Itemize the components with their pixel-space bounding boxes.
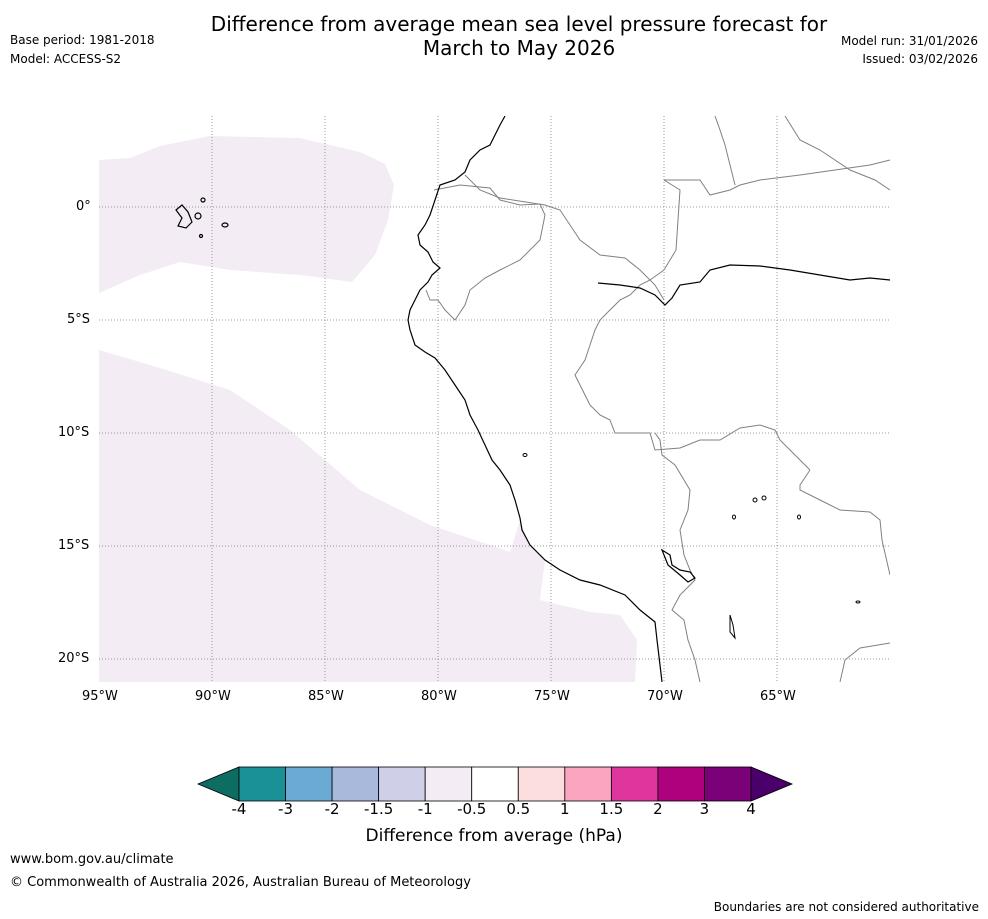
border-bolivia-brazil bbox=[799, 469, 890, 576]
border-colombia-ecuador bbox=[425, 184, 546, 321]
lake-4 bbox=[732, 514, 736, 520]
island-isabela bbox=[175, 204, 193, 229]
colorbar-segment bbox=[471, 766, 519, 802]
lon-tick-65w: 65°W bbox=[760, 689, 796, 704]
graticule bbox=[99, 116, 890, 682]
model-name: Model: ACCESS-S2 bbox=[10, 52, 122, 66]
disclaimer: Boundaries are not considered authoritat… bbox=[713, 900, 979, 914]
chart-title: Difference from average mean sea level p… bbox=[0, 12, 988, 60]
title-line-2: March to May 2026 bbox=[422, 36, 616, 60]
colorbar-tick-label: -1 bbox=[417, 800, 433, 818]
colorbar-segment bbox=[238, 766, 286, 802]
lake-3 bbox=[761, 495, 767, 501]
island-floreana bbox=[198, 233, 204, 239]
lon-tick-80w: 80°W bbox=[421, 689, 457, 704]
map-frame bbox=[99, 116, 890, 682]
colorbar-tick-label: -3 bbox=[278, 800, 294, 818]
colorbar-tick-label: -1.5 bbox=[363, 800, 394, 818]
colorbar-segment bbox=[564, 766, 612, 802]
colorbar-segment bbox=[610, 766, 659, 802]
colorbar-extend-high bbox=[750, 766, 794, 802]
lon-tick-85w: 85°W bbox=[308, 689, 344, 704]
lat-tick-0: 0° bbox=[76, 199, 91, 214]
lat-tick-20s: 20°S bbox=[58, 651, 90, 666]
colorbar-segment bbox=[424, 766, 473, 802]
colorbar-title: Difference from average (hPa) bbox=[365, 826, 623, 846]
lake-2 bbox=[752, 497, 758, 503]
coastline-lake-titicaca bbox=[660, 548, 696, 583]
model-run: Model run: 31/01/2026 bbox=[840, 34, 978, 48]
colorbar-segment bbox=[657, 766, 705, 802]
border-south bbox=[839, 642, 890, 682]
island-santiago bbox=[200, 197, 206, 203]
border-peru-brazil bbox=[654, 432, 701, 682]
base-period: Base period: 1981-2018 bbox=[10, 33, 155, 47]
colorbar-tick-label: -2 bbox=[324, 800, 340, 818]
colorbar-tick-label: 0.5 bbox=[506, 800, 531, 818]
island-san-cristobal bbox=[221, 222, 229, 228]
lon-tick-90w: 90°W bbox=[195, 689, 231, 704]
lake-6 bbox=[729, 614, 736, 640]
country-borders bbox=[425, 116, 890, 682]
colorbar-tick-label: 1 bbox=[560, 800, 570, 818]
lat-tick-10s: 10°S bbox=[58, 425, 90, 440]
colorbar-segment bbox=[517, 766, 566, 802]
website-link[interactable]: www.bom.gov.au/climate bbox=[10, 852, 174, 867]
lake-5 bbox=[797, 514, 801, 520]
lake-7 bbox=[855, 600, 861, 604]
lake-1 bbox=[522, 453, 528, 457]
border-colombia-venezuela bbox=[464, 174, 665, 301]
colorbar-segment bbox=[285, 766, 333, 802]
colorbar-extend-low bbox=[196, 766, 240, 802]
border-north-east bbox=[714, 116, 890, 191]
border-colombia-brazil bbox=[574, 159, 890, 471]
colorbar-segment bbox=[331, 766, 380, 802]
issued-date: Issued: 03/02/2026 bbox=[862, 52, 978, 66]
anomaly-region-north bbox=[99, 136, 394, 293]
colorbar-tick-label: 4 bbox=[746, 800, 756, 818]
coastline-pacific bbox=[407, 116, 663, 682]
colorbar-tick-label: -4 bbox=[231, 800, 247, 818]
coastlines bbox=[407, 116, 890, 682]
galapagos-islands bbox=[175, 197, 229, 239]
colorbar bbox=[196, 766, 794, 802]
colorbar-tick-label: -0.5 bbox=[457, 800, 487, 818]
colorbar-segment bbox=[704, 766, 752, 802]
colorbar-tick-label: 1.5 bbox=[599, 800, 624, 818]
anomaly-region-south bbox=[99, 350, 637, 682]
title-line-1: Difference from average mean sea level p… bbox=[210, 12, 828, 36]
colorbar-tick-label: 3 bbox=[699, 800, 710, 818]
coastline-amazon-river bbox=[597, 264, 890, 306]
inland-lakes bbox=[522, 453, 861, 640]
lat-tick-15s: 15°S bbox=[58, 538, 90, 553]
colorbar-tick-label: 2 bbox=[653, 800, 663, 818]
colorbar-segment bbox=[378, 766, 426, 802]
lon-tick-95w: 95°W bbox=[82, 689, 118, 704]
lat-tick-5s: 5°S bbox=[67, 312, 91, 327]
lon-tick-70w: 70°W bbox=[647, 689, 683, 704]
copyright: © Commonwealth of Australia 2026, Austra… bbox=[10, 875, 471, 890]
island-santa-cruz bbox=[194, 212, 202, 220]
lon-tick-75w: 75°W bbox=[534, 689, 570, 704]
